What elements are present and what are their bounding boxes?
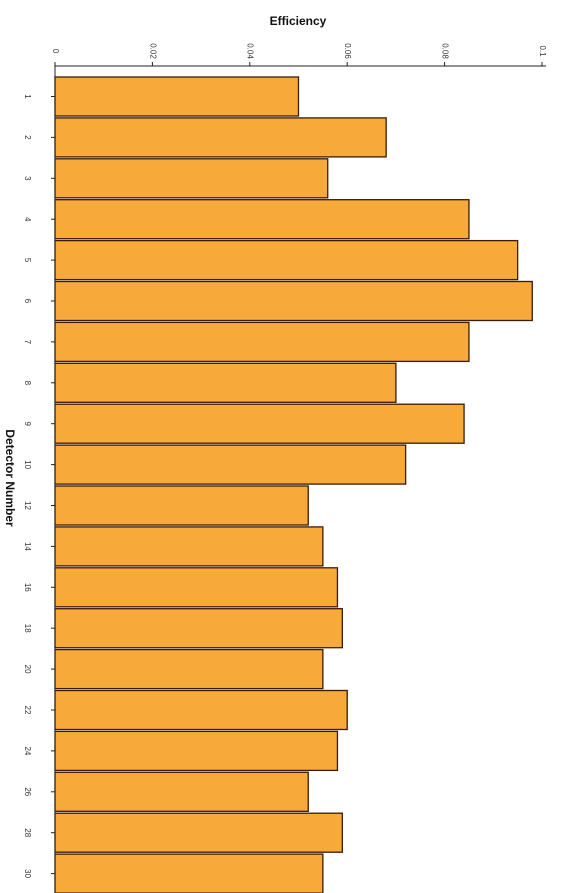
bar-detector-24 [54, 730, 339, 772]
y-tick-label: 3 [23, 176, 32, 181]
y-tick-label: 22 [23, 706, 32, 715]
y-tick-label: 26 [23, 787, 32, 796]
y-tick-label: 2 [23, 135, 32, 140]
bar-detector-16 [54, 567, 339, 608]
x-tick-label: 0.04 [246, 43, 255, 59]
bar-detector-10 [54, 444, 407, 485]
bar-detector-9 [54, 403, 465, 444]
bar-detector-4 [54, 199, 470, 240]
bar-detector-18 [54, 608, 343, 649]
y-tick-label: 12 [23, 501, 32, 510]
x-ticks: 0 0.02 0.04 0.06 0.08 0.1 [51, 43, 547, 66]
y-tick-label: 4 [23, 217, 32, 222]
y-tick-label: 20 [23, 665, 32, 674]
x-axis-label: Efficiency [270, 14, 327, 28]
y-tick-label: 5 [23, 258, 32, 263]
bar-detector-8 [54, 362, 397, 403]
bars [54, 76, 533, 893]
x-tick-label: 0.08 [440, 43, 449, 59]
y-axis-label: Detector Number [3, 429, 17, 527]
y-tick-label: 9 [23, 421, 32, 426]
y-tick-label: 18 [23, 624, 32, 633]
y-tick-label: 10 [23, 460, 32, 469]
bar-detector-20 [54, 648, 324, 690]
bar-detector-5 [54, 239, 519, 281]
bar-detector-22 [54, 689, 348, 731]
bar-detector-1 [54, 76, 300, 117]
y-tick-label: 6 [23, 299, 32, 304]
x-tick-label: 0.06 [343, 43, 352, 59]
y-tick-label: 16 [23, 583, 32, 592]
x-tick-label: 0.02 [148, 43, 157, 59]
bar-detector-3 [54, 158, 329, 199]
y-tick-label: 24 [23, 746, 32, 755]
bar-detector-6 [54, 280, 533, 322]
y-tick-label: 1 [23, 94, 32, 99]
bar-detector-7 [54, 321, 470, 363]
x-tick-label: 0.1 [538, 45, 547, 57]
bar-detector-26 [54, 771, 309, 812]
x-tick-label: 0 [51, 49, 60, 54]
bar-detector-14 [54, 526, 324, 567]
y-tick-label: 28 [23, 828, 32, 837]
y-tick-label: 30 [23, 869, 32, 878]
bar-detector-2 [54, 117, 387, 158]
y-tick-label: 14 [23, 542, 32, 551]
y-tick-label: 8 [23, 381, 32, 386]
bar-detector-28 [54, 812, 343, 853]
bar-detector-30 [54, 853, 324, 893]
bar-detector-12 [54, 485, 309, 526]
y-tick-label: 7 [23, 340, 32, 345]
